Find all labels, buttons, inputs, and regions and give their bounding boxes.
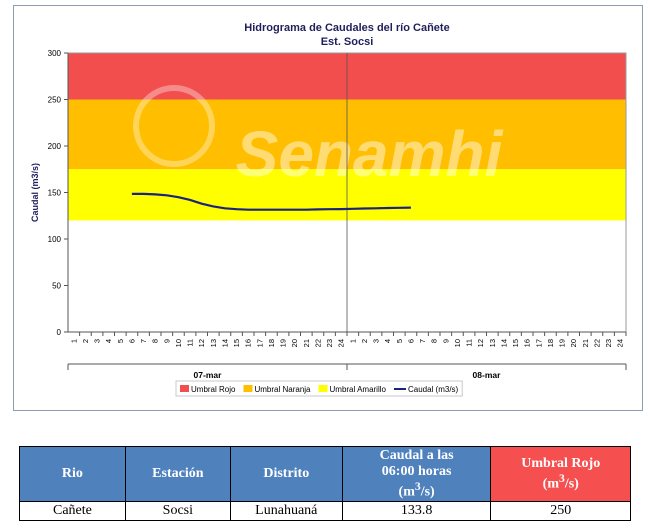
x-tick-label: 18: [267, 339, 276, 347]
y-tick-label: 200: [48, 142, 62, 151]
x-tick-label: 24: [616, 339, 625, 347]
x-tick-label: 2: [360, 339, 369, 343]
cell-umbral-rojo: 250: [490, 501, 631, 521]
x-tick-label: 1: [348, 339, 357, 343]
x-tick-label: 18: [546, 339, 555, 347]
cell-distrito: Lunahuaná: [229, 501, 343, 521]
y-axis-label: Caudal (m3/s): [30, 163, 40, 222]
x-tick-label: 5: [395, 339, 404, 343]
x-tick-label: 6: [127, 339, 136, 343]
x-tick-label: 11: [465, 339, 474, 347]
table-row: Cañete Socsi Lunahuaná 133.8 250: [19, 501, 631, 521]
x-tick-label: 22: [313, 339, 322, 347]
y-tick-label: 50: [52, 282, 61, 291]
x-tick-label: 8: [430, 339, 439, 343]
legend-label: Umbral Amarillo: [330, 385, 387, 394]
x-tick-label: 3: [93, 339, 102, 343]
hydrograph-chart: Hidrograma de Caudales del río Cañete Est…: [30, 22, 627, 397]
x-tick-label: 24: [337, 339, 346, 347]
x-tick-label: 23: [325, 339, 334, 347]
header-distrito: Distrito: [229, 446, 343, 502]
x-tick-label: 13: [488, 339, 497, 347]
header-caudal: Caudal a las 06:00 horas (m3/s): [341, 446, 492, 502]
day-label: 07-mar: [194, 370, 223, 380]
x-tick-label: 17: [534, 339, 543, 347]
x-tick-label: 20: [569, 339, 578, 347]
watermark-text: Senamhi: [236, 118, 504, 190]
x-tick-label: 23: [604, 339, 613, 347]
legend-label: Umbral Naranja: [254, 385, 311, 394]
x-tick-label: 22: [592, 339, 601, 347]
legend-swatch: [243, 385, 253, 392]
y-tick-label: 0: [57, 328, 62, 337]
cell-rio: Cañete: [19, 501, 126, 521]
x-tick-label: 9: [441, 339, 450, 343]
x-tick-label: 14: [499, 339, 508, 347]
x-tick-label: 19: [558, 339, 567, 347]
chart-container: Hidrograma de Caudales del río Cañete Est…: [13, 5, 643, 411]
header-rio: Rio: [19, 446, 126, 502]
y-tick-label: 150: [48, 189, 62, 198]
x-tick-label: 4: [104, 339, 113, 343]
y-tick-label: 100: [48, 235, 62, 244]
chart-subtitle: Est. Socsi: [321, 36, 374, 48]
day-label: 08-mar: [473, 370, 502, 380]
watermark-logo-icon: [133, 85, 215, 167]
x-tick-label: 9: [162, 339, 171, 343]
x-tick-label: 13: [209, 339, 218, 347]
x-tick-label: 5: [116, 339, 125, 343]
x-tick-label: 1: [69, 339, 78, 343]
cell-caudal: 133.8: [341, 501, 492, 521]
chart-title: Hidrograma de Caudales del río Cañete: [244, 22, 449, 34]
x-tick-label: 15: [232, 339, 241, 347]
legend-label: Umbral Rojo: [191, 385, 236, 394]
header-estacion: Estación: [124, 446, 231, 502]
data-table: Rio Estación Distrito Caudal a las 06:00 …: [19, 446, 631, 521]
y-tick-label: 250: [48, 96, 62, 105]
x-tick-label: 3: [372, 339, 381, 343]
x-tick-label: 6: [406, 339, 415, 343]
x-tick-label: 16: [523, 339, 532, 347]
x-tick-label: 2: [81, 339, 90, 343]
x-tick-label: 8: [151, 339, 160, 343]
x-tick-label: 16: [244, 339, 253, 347]
x-tick-label: 17: [255, 339, 264, 347]
x-tick-label: 12: [476, 339, 485, 347]
y-tick-label: 300: [48, 49, 62, 58]
x-tick-label: 21: [302, 339, 311, 347]
header-umbral-rojo: Umbral Rojo (m3/s): [490, 446, 631, 502]
x-tick-label: 7: [418, 339, 427, 343]
legend-swatch: [180, 385, 189, 392]
x-tick-label: 20: [290, 339, 299, 347]
x-tick-label: 7: [139, 339, 148, 343]
x-tick-label: 19: [279, 339, 288, 347]
legend-swatch: [318, 385, 328, 392]
legend-label: Caudal (m3/s): [408, 385, 459, 394]
x-tick-label: 11: [186, 339, 195, 347]
x-tick-label: 10: [453, 339, 462, 347]
x-tick-label: 12: [197, 339, 206, 347]
x-tick-label: 4: [383, 339, 392, 343]
series-line-caudal: [131, 192, 411, 211]
x-tick-label: 15: [511, 339, 520, 347]
x-tick-label: 21: [581, 339, 590, 347]
cell-estacion: Socsi: [124, 501, 231, 521]
x-tick-label: 10: [174, 339, 183, 347]
x-tick-label: 14: [220, 339, 229, 347]
table-header-row: Rio Estación Distrito Caudal a las 06:00 …: [19, 446, 631, 502]
